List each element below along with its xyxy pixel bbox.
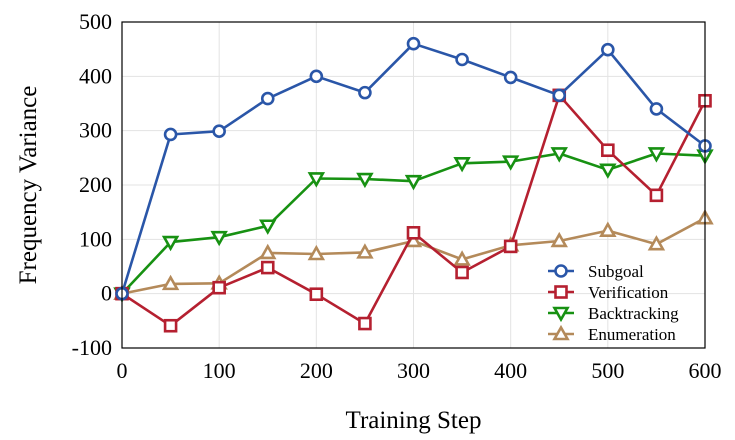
x-tick-label: 200	[300, 358, 333, 383]
data-point-backtracking	[453, 156, 471, 173]
x-tick-label: 0	[117, 358, 128, 383]
data-point-verification	[212, 280, 226, 295]
data-point-verification	[309, 287, 324, 302]
y-axis-title: Frequency Variance	[15, 86, 42, 285]
legend-item-subgoal: Subgoal	[548, 262, 644, 281]
data-point-subgoal	[309, 69, 324, 84]
data-point-subgoal	[260, 91, 275, 106]
series-subgoal	[115, 36, 712, 301]
y-tick-label: 500	[79, 9, 112, 34]
data-point-backtracking	[501, 155, 520, 171]
legend-item-verification: Verification	[548, 283, 669, 302]
data-point-enumeration	[161, 274, 180, 291]
data-point-backtracking	[259, 219, 277, 235]
data-point-backtracking	[307, 172, 326, 188]
data-point-subgoal	[358, 85, 372, 100]
data-point-verification	[455, 265, 469, 280]
data-point-enumeration	[259, 243, 277, 260]
data-point-subgoal	[601, 42, 615, 57]
x-tick-label: 400	[494, 358, 527, 383]
legend-item-backtracking: Backtracking	[548, 304, 679, 323]
data-point-subgoal	[163, 127, 178, 142]
data-point-enumeration	[599, 221, 617, 237]
legend: Subgoal Verification Backtracking Enumerati…	[548, 262, 679, 344]
series-backtracking	[113, 147, 714, 303]
x-tick-label: 600	[689, 358, 722, 383]
legend-label: Enumeration	[588, 325, 676, 344]
data-point-verification	[163, 318, 178, 333]
data-point-enumeration	[550, 231, 568, 248]
legend-marker	[554, 285, 568, 299]
data-point-verification	[503, 239, 518, 254]
data-point-subgoal	[503, 70, 518, 85]
x-tick-label: 300	[397, 358, 430, 383]
data-point-enumeration	[453, 250, 471, 266]
data-point-verification	[358, 316, 372, 331]
legend-item-enumeration: Enumeration	[548, 324, 676, 344]
data-point-backtracking	[356, 172, 374, 189]
data-point-enumeration	[307, 244, 326, 261]
data-point-verification	[260, 260, 275, 275]
legend-label: Subgoal	[588, 262, 644, 281]
legend-label: Verification	[588, 283, 669, 302]
data-point-enumeration	[647, 235, 666, 251]
x-axis-title: Training Step	[346, 407, 482, 434]
data-point-backtracking	[599, 163, 617, 179]
legend-marker	[552, 324, 570, 341]
series-layer	[113, 36, 714, 333]
legend-marker	[552, 306, 570, 323]
data-point-subgoal	[455, 52, 469, 67]
data-point-verification	[649, 188, 664, 203]
y-tick-label: 100	[79, 226, 112, 251]
y-tick-label: 0	[101, 281, 112, 306]
data-point-verification	[406, 226, 421, 240]
data-point-backtracking	[210, 230, 228, 247]
data-point-backtracking	[647, 147, 666, 163]
y-tick-label: -100	[72, 335, 112, 360]
data-point-backtracking	[161, 235, 180, 252]
legend-label: Backtracking	[588, 304, 679, 323]
y-tick-label: 300	[79, 118, 112, 143]
legend-marker	[554, 264, 568, 278]
data-point-verification	[601, 143, 615, 158]
y-tick-label: 400	[79, 63, 112, 88]
data-point-subgoal	[212, 124, 226, 139]
data-point-backtracking	[404, 174, 423, 191]
data-point-backtracking	[550, 147, 568, 163]
data-point-subgoal	[649, 102, 664, 116]
data-point-subgoal	[406, 36, 421, 51]
x-tick-label: 100	[203, 358, 236, 383]
plot-frame	[121, 21, 706, 349]
y-tick-label: 200	[79, 172, 112, 197]
x-tick-label: 500	[591, 358, 624, 383]
data-point-subgoal	[552, 88, 567, 103]
data-point-enumeration	[356, 243, 374, 259]
